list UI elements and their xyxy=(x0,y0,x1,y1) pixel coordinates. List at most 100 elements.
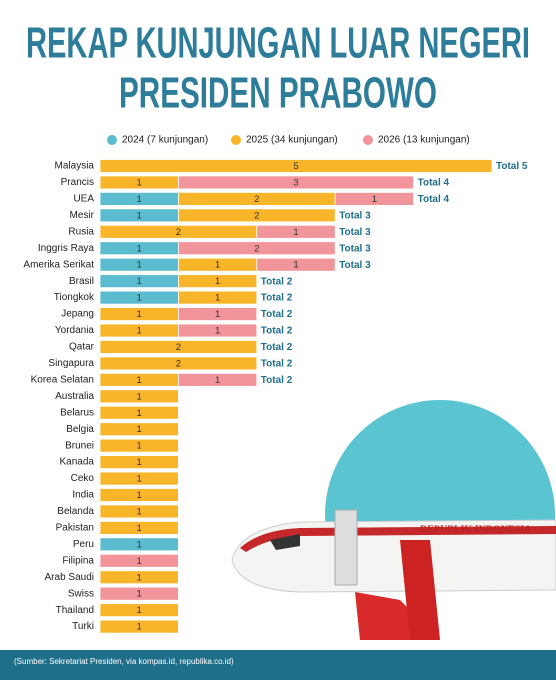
value-label: 1 xyxy=(137,605,142,616)
footer-bar xyxy=(0,650,556,680)
category-label: Brunei xyxy=(65,440,94,451)
total-label: Total 3 xyxy=(339,243,371,254)
bar-segment xyxy=(99,471,179,486)
category-label: Korea Selatan xyxy=(31,374,94,385)
bar-segment xyxy=(99,521,179,535)
bar-segment xyxy=(177,307,258,321)
value-label: 2 xyxy=(254,194,259,205)
stripe xyxy=(240,526,556,552)
value-label: 1 xyxy=(215,293,220,304)
fuselage xyxy=(231,519,556,593)
category-label: Tiongkok xyxy=(54,292,95,303)
bar-segment xyxy=(99,488,179,502)
value-label: 1 xyxy=(215,260,220,271)
total-label: Total 3 xyxy=(339,210,371,221)
category-label: Singapura xyxy=(48,358,94,369)
category-label: Ceko xyxy=(71,473,95,484)
total-label: Total 2 xyxy=(261,326,293,337)
legend-swatch xyxy=(363,135,373,145)
total-label: Total 2 xyxy=(261,375,293,386)
value-label: 1 xyxy=(137,457,142,468)
value-label: 1 xyxy=(137,441,142,452)
value-label: 1 xyxy=(137,572,142,583)
value-label: 1 xyxy=(215,375,220,386)
total-label: Total 4 xyxy=(418,178,450,189)
value-label: 1 xyxy=(137,293,142,304)
value-label: 1 xyxy=(137,424,142,435)
value-label: 1 xyxy=(137,490,142,501)
total-label: Total 4 xyxy=(418,194,450,205)
bar-segment xyxy=(177,274,258,289)
value-label: 1 xyxy=(137,326,142,337)
value-label: 1 xyxy=(372,194,377,205)
category-label: Swiss xyxy=(68,588,94,599)
total-label: Total 2 xyxy=(261,276,293,287)
bar-segment xyxy=(177,372,258,387)
category-label: Belarus xyxy=(60,407,94,418)
bar-segment xyxy=(177,241,336,256)
value-label: 2 xyxy=(254,243,259,254)
bar-segment xyxy=(99,537,179,552)
category-label: Mesir xyxy=(70,210,95,221)
value-label: 1 xyxy=(137,622,142,633)
bar-segment xyxy=(177,208,336,223)
legend-label: 2025 (34 kunjungan) xyxy=(246,135,338,146)
bar-segment xyxy=(99,422,179,437)
bar-segment xyxy=(99,586,179,601)
bar-segment xyxy=(99,438,179,453)
value-label: 1 xyxy=(293,260,298,271)
total-label: Total 2 xyxy=(261,342,293,353)
category-label: Malaysia xyxy=(55,161,95,172)
category-label: Jepang xyxy=(61,309,94,320)
value-label: 1 xyxy=(137,243,142,254)
bar-segment xyxy=(256,257,336,272)
door xyxy=(334,509,358,586)
value-label: 2 xyxy=(254,210,259,221)
bar-segment xyxy=(99,603,179,618)
legend-label: 2026 (13 kunjungan) xyxy=(378,135,470,146)
value-label: 3 xyxy=(293,177,298,188)
category-label: Amerika Serikat xyxy=(23,259,94,270)
bar-segment xyxy=(334,191,415,206)
category-label: Prancis xyxy=(61,177,94,188)
value-label: 1 xyxy=(215,276,220,287)
value-label: 1 xyxy=(137,408,142,419)
category-label: Pakistan xyxy=(56,523,94,534)
chart: 2024 (7 kunjungan) 2025 (34 kunjungan) 202… xyxy=(23,135,528,634)
bar-segment xyxy=(177,175,414,190)
bar-segment xyxy=(256,224,336,239)
value-label: 1 xyxy=(137,523,142,534)
plane-label: REPUBLIK INDONESIA xyxy=(420,524,532,535)
stairs xyxy=(400,540,440,640)
total-label: Total 2 xyxy=(261,359,293,370)
category-label: Inggris Raya xyxy=(38,243,95,254)
value-label: 1 xyxy=(137,260,142,271)
category-label: Rusia xyxy=(68,226,94,237)
category-label: Filipina xyxy=(62,555,94,566)
value-label: 2 xyxy=(176,342,181,353)
bar-segment xyxy=(99,570,179,585)
value-label: 1 xyxy=(137,506,142,517)
bar-segment xyxy=(99,356,258,371)
total-label: Total 3 xyxy=(339,227,371,238)
bar-segment xyxy=(99,340,258,354)
legend-swatch xyxy=(231,135,241,145)
category-label: India xyxy=(72,490,94,501)
value-label: 1 xyxy=(137,276,142,287)
category-label: Brasil xyxy=(69,276,94,287)
value-label: 1 xyxy=(137,309,142,320)
bar-segment xyxy=(99,159,493,173)
total-label: Total 2 xyxy=(261,309,293,320)
value-label: 1 xyxy=(137,177,142,188)
category-label: Yordania xyxy=(55,325,95,336)
category-label: Belanda xyxy=(57,506,94,517)
category-label: Australia xyxy=(55,391,94,402)
total-label: Total 5 xyxy=(496,161,528,172)
bar-segment xyxy=(177,290,258,305)
value-label: 1 xyxy=(137,589,142,600)
value-label: 2 xyxy=(176,227,181,238)
legend-swatch xyxy=(107,135,117,145)
value-label: 1 xyxy=(215,326,220,337)
source: (Sumber: Sekretariat Presiden, via kompa… xyxy=(14,657,234,666)
